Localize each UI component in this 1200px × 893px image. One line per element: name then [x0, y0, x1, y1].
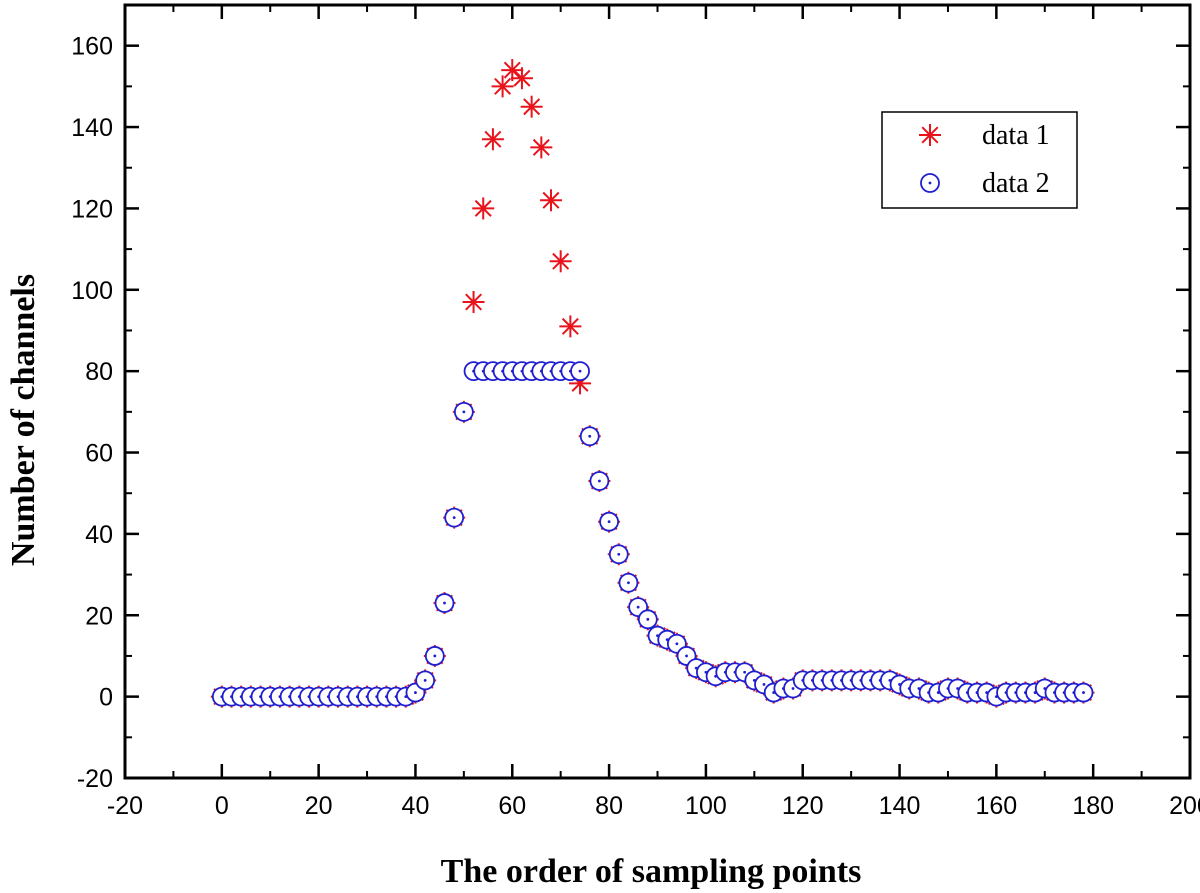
y-axis-title: Number of channels [5, 274, 42, 566]
data-point [637, 609, 658, 630]
x-tick-label: 120 [782, 792, 824, 820]
data-point [559, 315, 582, 338]
legend-box [881, 111, 1078, 209]
axis-ticks [123, 4, 1192, 780]
legend-label-data-1: data 1 [982, 120, 1050, 151]
legend: data 1 data 2 [881, 111, 1078, 209]
data-point [510, 67, 533, 90]
x-tick-label: 60 [498, 792, 526, 820]
data-point [424, 646, 445, 666]
data-point [434, 593, 455, 613]
y-tick-label: 80 [85, 358, 113, 386]
y-tick-label: 120 [71, 195, 113, 223]
y-tick-label: 40 [85, 521, 113, 549]
data-point [415, 670, 436, 691]
data-point [1073, 682, 1094, 703]
y-tick-label: 60 [85, 440, 113, 468]
x-tick-label: 140 [879, 792, 921, 820]
x-tick-label: 180 [1072, 792, 1114, 820]
y-tick-label: 20 [85, 602, 113, 630]
data-point [530, 136, 553, 159]
data-point [579, 426, 600, 447]
data-point [599, 511, 619, 532]
x-tick-label: 0 [215, 792, 229, 820]
legend-circle-marker [920, 173, 940, 193]
data-point [618, 572, 639, 593]
x-tick-label: 80 [595, 792, 623, 820]
data-point [444, 507, 465, 528]
series-data-2 [211, 361, 1094, 707]
y-tick-labels: -20 0 20 40 60 80 100 120 140 160 [71, 33, 113, 793]
y-tick-label: 140 [71, 114, 113, 142]
x-tick-labels: -20 0 20 40 60 80 100 120 140 160 180 200 [107, 792, 1200, 820]
legend-asterisk-marker [919, 124, 941, 146]
legend-marker-data-1 [919, 124, 941, 146]
y-tick-label: 100 [71, 277, 113, 305]
data-point [608, 544, 629, 565]
legend-marker-data-2 [920, 173, 940, 193]
x-axis-title: The order of sampling points [441, 853, 862, 890]
data-point [589, 471, 610, 491]
series-layer [210, 59, 1095, 708]
data-point [462, 290, 485, 313]
data-point [570, 361, 590, 382]
data-point [472, 197, 495, 220]
y-tick-label: -20 [77, 765, 113, 793]
data-point [453, 401, 474, 422]
data-point [549, 250, 572, 273]
legend-label-data-2: data 2 [982, 168, 1050, 199]
x-tick-label: -20 [107, 792, 143, 820]
data-point [491, 75, 514, 98]
y-tick-label: 0 [99, 684, 113, 712]
x-tick-label: 40 [402, 792, 430, 820]
data-point [540, 189, 562, 212]
data-point [481, 128, 504, 151]
y-tick-label: 160 [71, 33, 113, 61]
x-tick-label: 20 [305, 792, 333, 820]
x-tick-label: 200 [1169, 792, 1200, 820]
x-tick-label: 100 [685, 792, 727, 820]
data-point [520, 95, 543, 118]
x-tick-label: 160 [976, 792, 1018, 820]
